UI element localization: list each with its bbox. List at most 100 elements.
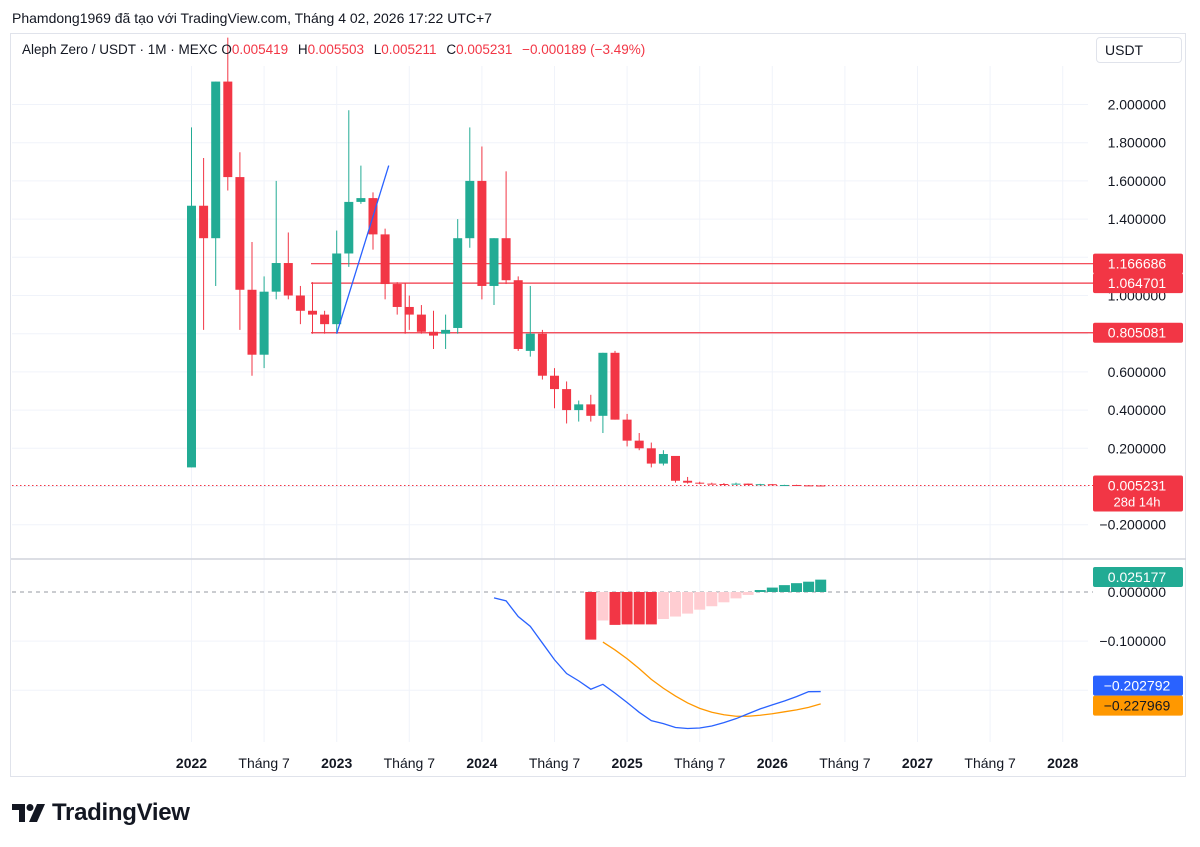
legend-change: −0.000189 (−3.49%) [522, 42, 646, 57]
price-axis-label: −0.200000 [1099, 517, 1166, 533]
time-axis-label: 2027 [902, 755, 933, 771]
bar-countdown-label: 28d 14h [1114, 495, 1161, 510]
macd-histogram-bar [706, 592, 718, 607]
macd-histogram-bar [645, 592, 657, 625]
price-axis-label: 1.800000 [1108, 135, 1167, 151]
macd-histogram-bar [742, 592, 754, 595]
candle-body [416, 314, 426, 332]
signal-value-label: −0.227969 [1104, 698, 1171, 714]
time-axis-label: 2023 [321, 755, 352, 771]
candle-body [767, 484, 777, 486]
price-axis-label: 1.400000 [1108, 211, 1167, 227]
time-axis-label: 2022 [176, 755, 207, 771]
macd-histogram-bar [585, 592, 597, 640]
time-axis-label: 2024 [466, 755, 497, 771]
legend-high-key: H [297, 42, 308, 57]
macd-histogram-bar [670, 592, 681, 617]
candle-body [187, 205, 196, 468]
legend-symbol: Aleph Zero / USDT · 1M · MEXC [22, 42, 218, 57]
candle-body [816, 485, 826, 487]
legend-close-key: C [446, 42, 457, 57]
level-price-label: 1.166686 [1108, 256, 1167, 272]
macd-value-tag [1093, 675, 1183, 696]
price-axis-label: 2.000000 [1108, 97, 1167, 113]
tradingview-logo-text: TradingView [52, 799, 190, 826]
candle-body [731, 483, 741, 485]
chart-frame [10, 33, 1186, 777]
legend-high: 0.005503 [307, 42, 364, 57]
symbol-legend: Aleph Zero / USDT · 1M · MEXC O0.005419 … [22, 42, 651, 57]
candle-body [356, 198, 366, 202]
histogram-value-tag [1093, 567, 1183, 587]
legend-low-key: L [373, 42, 382, 57]
macd-histogram-bar [597, 592, 609, 621]
level-price-tag [1093, 253, 1183, 274]
candle-body [308, 310, 317, 315]
legend-open: 0.005419 [231, 42, 289, 57]
macd-value-label: −0.202792 [1104, 678, 1171, 694]
candle-body [501, 238, 511, 281]
candle-body [199, 205, 209, 239]
candle-body [477, 180, 487, 286]
time-axis-label: 2028 [1047, 755, 1078, 771]
time-axis-label: Tháng 7 [819, 755, 871, 771]
candle-body [683, 480, 693, 483]
time-axis-label: Tháng 7 [529, 755, 581, 771]
level-price-tag [1093, 273, 1183, 294]
candle-body [271, 263, 281, 292]
candle-body [755, 484, 765, 486]
candle-body [223, 81, 233, 178]
candle-body [537, 333, 547, 376]
macd-histogram-bar [791, 583, 802, 592]
candle-body [792, 484, 801, 486]
trend-line [336, 165, 390, 334]
candle-body [610, 352, 620, 420]
macd-histogram-bar [633, 592, 645, 625]
tradingview-logo[interactable]: TradingView [12, 799, 190, 827]
macd-axis-label: −0.100000 [1099, 633, 1166, 649]
macd-histogram-bar [657, 592, 669, 620]
candle-body [598, 352, 608, 416]
candle-body [235, 177, 245, 290]
candle-body [489, 238, 499, 286]
macd-axis-label: 0.000000 [1108, 584, 1167, 600]
signal-value-tag [1093, 695, 1183, 716]
candle-body [513, 280, 523, 349]
legend-low: 0.005211 [381, 42, 437, 57]
level-price-label: 1.064701 [1108, 275, 1167, 291]
candle-body [344, 201, 354, 254]
candle-body [574, 404, 584, 411]
macd-line [493, 597, 821, 730]
macd-histogram-bar [621, 592, 633, 625]
currency-button[interactable]: USDT [1096, 37, 1182, 63]
candle-body [695, 482, 705, 484]
candle-body [404, 306, 414, 315]
time-axis-label: 2025 [612, 755, 643, 771]
last-price-tag [1093, 475, 1183, 512]
candle-body [465, 180, 475, 239]
candle-body [671, 455, 680, 481]
candle-body [211, 81, 221, 239]
macd-histogram-bar [803, 581, 815, 592]
candle-body [779, 484, 789, 486]
macd-histogram-bar [754, 590, 766, 592]
candle-body [586, 404, 596, 416]
legend-close: 0.005231 [456, 42, 513, 57]
time-axis-label: 2026 [757, 755, 788, 771]
last-price-label: 0.005231 [1108, 478, 1167, 494]
candle-body [380, 234, 390, 285]
candle-body [247, 289, 257, 355]
candle-body [320, 314, 330, 325]
candle-body [658, 454, 668, 464]
candle-body [743, 483, 753, 485]
candle-body [429, 331, 438, 336]
candle-body [525, 333, 535, 351]
time-axis-label: Tháng 7 [238, 755, 290, 771]
macd-histogram-bar [815, 579, 827, 592]
price-axis-label: 0.400000 [1108, 402, 1167, 418]
level-price-tag [1093, 322, 1183, 343]
time-axis-label: Tháng 7 [384, 755, 436, 771]
macd-histogram-bar [730, 592, 742, 599]
price-axis-label: 0.600000 [1108, 364, 1167, 380]
